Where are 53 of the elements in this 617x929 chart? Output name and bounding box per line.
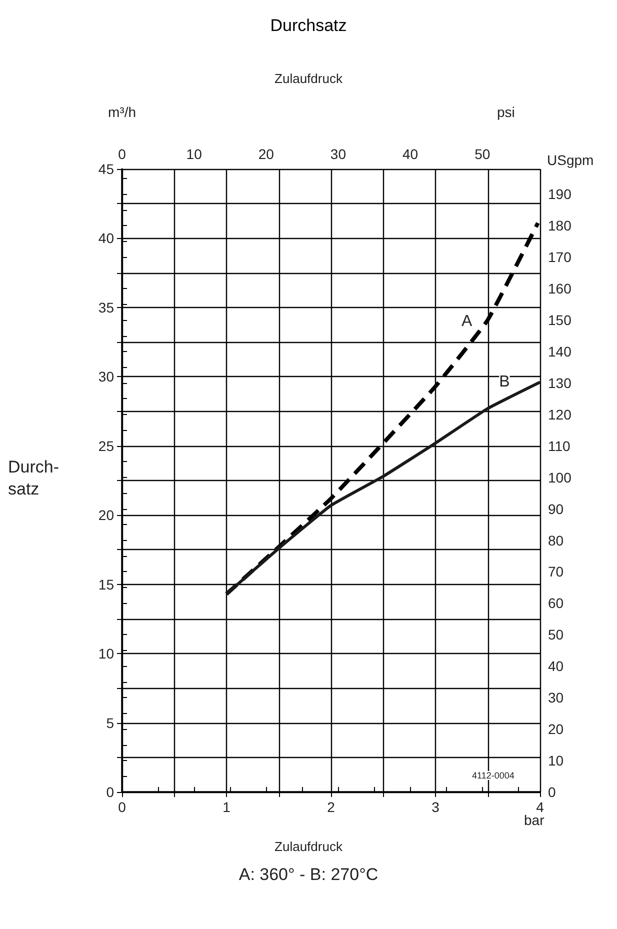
y-tick-label: 20 <box>98 507 114 524</box>
y-tick-label: 0 <box>106 784 114 800</box>
x-tick-label: 0 <box>118 799 126 815</box>
y2-tick-label: 50 <box>548 626 564 643</box>
text: Durch- satz <box>8 458 60 498</box>
y2-tick-label: 110 <box>548 438 571 454</box>
x-tick-label: 3 <box>432 799 440 815</box>
y2-tick-label: 70 <box>548 564 564 580</box>
y2-tick-label: 80 <box>548 532 564 548</box>
y-tick-label: 5 <box>106 714 114 731</box>
text: A: 360° - B: 270°C <box>238 865 378 884</box>
y2-tick-label: 0 <box>548 784 556 800</box>
y2-tick-label: 150 <box>548 312 572 328</box>
x2-tick-label: 0 <box>118 146 126 162</box>
x-tick-label: 2 <box>327 799 336 815</box>
x2-tick-label: 30 <box>330 146 346 162</box>
y2-tick-label: 120 <box>548 406 572 422</box>
y2-tick-label: 90 <box>548 500 564 517</box>
chart-title: Durchsatz <box>270 16 347 35</box>
text: Zulaufdruck <box>274 71 343 86</box>
y2-tick-label: 190 <box>548 186 572 202</box>
y2-tick-label: 60 <box>548 595 564 612</box>
y2-tick-label: 100 <box>548 469 572 486</box>
y-tick-label: 35 <box>98 299 114 316</box>
annotation: 4112-0004 <box>472 770 514 780</box>
y2-tick-label: 160 <box>548 280 572 297</box>
y2-axis-title: USgpm <box>547 152 594 168</box>
x-axis-title: bar <box>524 812 545 828</box>
y2-tick-label: 40 <box>548 658 564 674</box>
x-tick-label: 4 <box>536 799 544 815</box>
y-tick-label: 45 <box>98 161 114 177</box>
y-tick-label: 40 <box>98 230 114 246</box>
y2-tick-label: 180 <box>548 218 572 234</box>
annotation: A <box>462 312 473 330</box>
x2-tick-label: 10 <box>186 146 202 162</box>
y2-tick-label: 10 <box>548 752 564 769</box>
x-tick-label: 1 <box>222 799 231 815</box>
y2-tick-label: 170 <box>548 249 572 266</box>
y2-tick-label: 30 <box>548 690 564 706</box>
text: Zulaufdruck <box>274 839 343 854</box>
y2-tick-label: 20 <box>548 721 564 738</box>
x2-tick-label: 20 <box>258 146 274 162</box>
x2-tick-label: 40 <box>402 146 418 162</box>
y2-tick-label: 130 <box>548 374 572 391</box>
y-axis-title: m³/h <box>108 104 136 120</box>
x2-tick-label: 50 <box>474 146 490 162</box>
y-tick-label: 30 <box>98 368 114 385</box>
y-tick-label: 25 <box>98 438 114 454</box>
annotation: B <box>499 374 510 391</box>
y2-tick-label: 140 <box>548 343 572 360</box>
x2-axis-title: psi <box>497 104 515 120</box>
y-tick-label: 10 <box>98 646 114 662</box>
y-tick-label: 15 <box>98 576 114 592</box>
